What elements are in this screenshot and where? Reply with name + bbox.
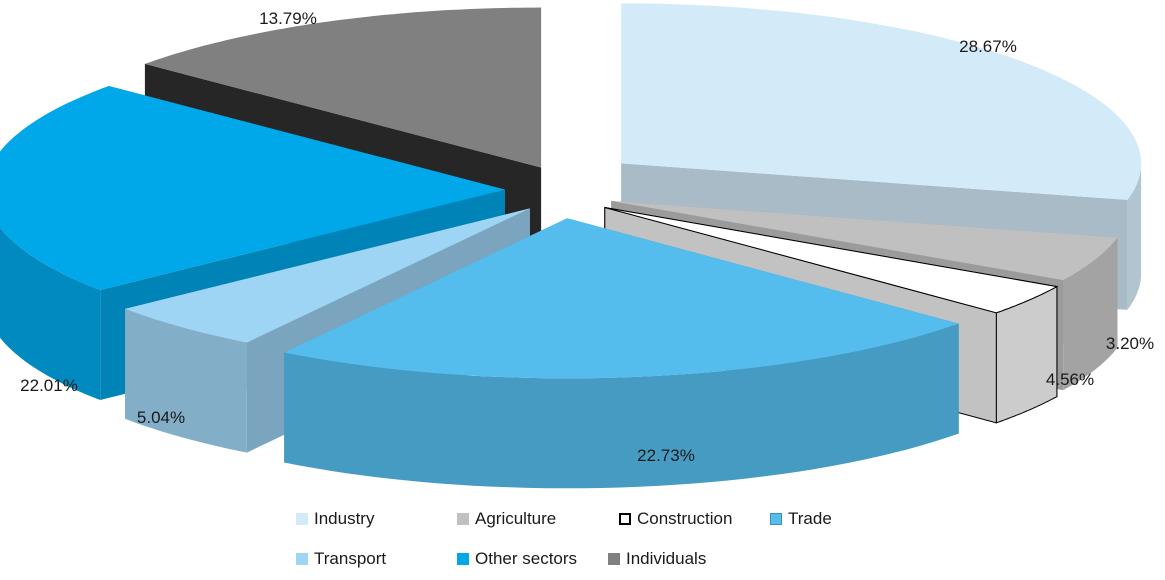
legend-label-other-sectors: Other sectors — [475, 549, 578, 568]
legend-item-individuals: Individuals — [608, 548, 706, 570]
data-label-agriculture: 4.56% — [1046, 370, 1094, 389]
slice-top — [604, 207, 1059, 314]
legend-swatch-transport — [296, 553, 308, 565]
pie-slice-trade — [284, 218, 959, 489]
slice-top — [144, 7, 542, 168]
slice-side — [125, 308, 247, 453]
legend-item-industry: Industry — [296, 508, 374, 530]
legend-swatch-industry — [296, 513, 308, 525]
slice-top — [125, 208, 530, 343]
legend-swatch-agriculture — [457, 513, 469, 525]
slice-top — [621, 3, 1142, 200]
slice-side — [1063, 237, 1118, 391]
slice-side — [0, 227, 101, 400]
data-label-individuals: 13.79% — [259, 9, 317, 28]
legend-item-agriculture: Agriculture — [457, 508, 556, 530]
legend-swatch-construction — [619, 513, 631, 525]
slice-top — [611, 201, 1118, 281]
data-label-transport: 5.04% — [137, 408, 185, 427]
legend-item-trade: Trade — [770, 508, 832, 530]
legend: Industry Agriculture Construction Trade … — [296, 508, 916, 578]
slice-top — [0, 86, 505, 290]
legend-item-construction: Construction — [619, 508, 732, 530]
legend-swatch-trade — [770, 513, 782, 525]
legend-item-transport: Transport — [296, 548, 386, 570]
legend-swatch-individuals — [608, 553, 620, 565]
legend-label-industry: Industry — [314, 509, 375, 528]
data-label-trade: 22.73% — [637, 446, 695, 465]
legend-label-trade: Trade — [788, 509, 832, 528]
legend-label-individuals: Individuals — [626, 549, 707, 568]
data-label-industry: 28.67% — [959, 37, 1017, 56]
slice-top — [284, 218, 959, 379]
legend-label-agriculture: Agriculture — [475, 509, 557, 528]
legend-label-construction: Construction — [637, 509, 733, 528]
pie-chart: 28.67% 4.56% 3.20% 22.73% 5.04% 22.01% 13.79% — [0, 3, 1154, 489]
legend-item-other-sectors: Other sectors — [457, 548, 577, 570]
data-label-construction: 3.20% — [1106, 334, 1154, 353]
slice-side — [1127, 163, 1142, 310]
legend-swatch-other-sectors — [457, 553, 469, 565]
slice-side — [284, 323, 959, 489]
legend-label-transport: Transport — [314, 549, 387, 568]
data-label-other-sectors: 22.01% — [20, 376, 78, 395]
